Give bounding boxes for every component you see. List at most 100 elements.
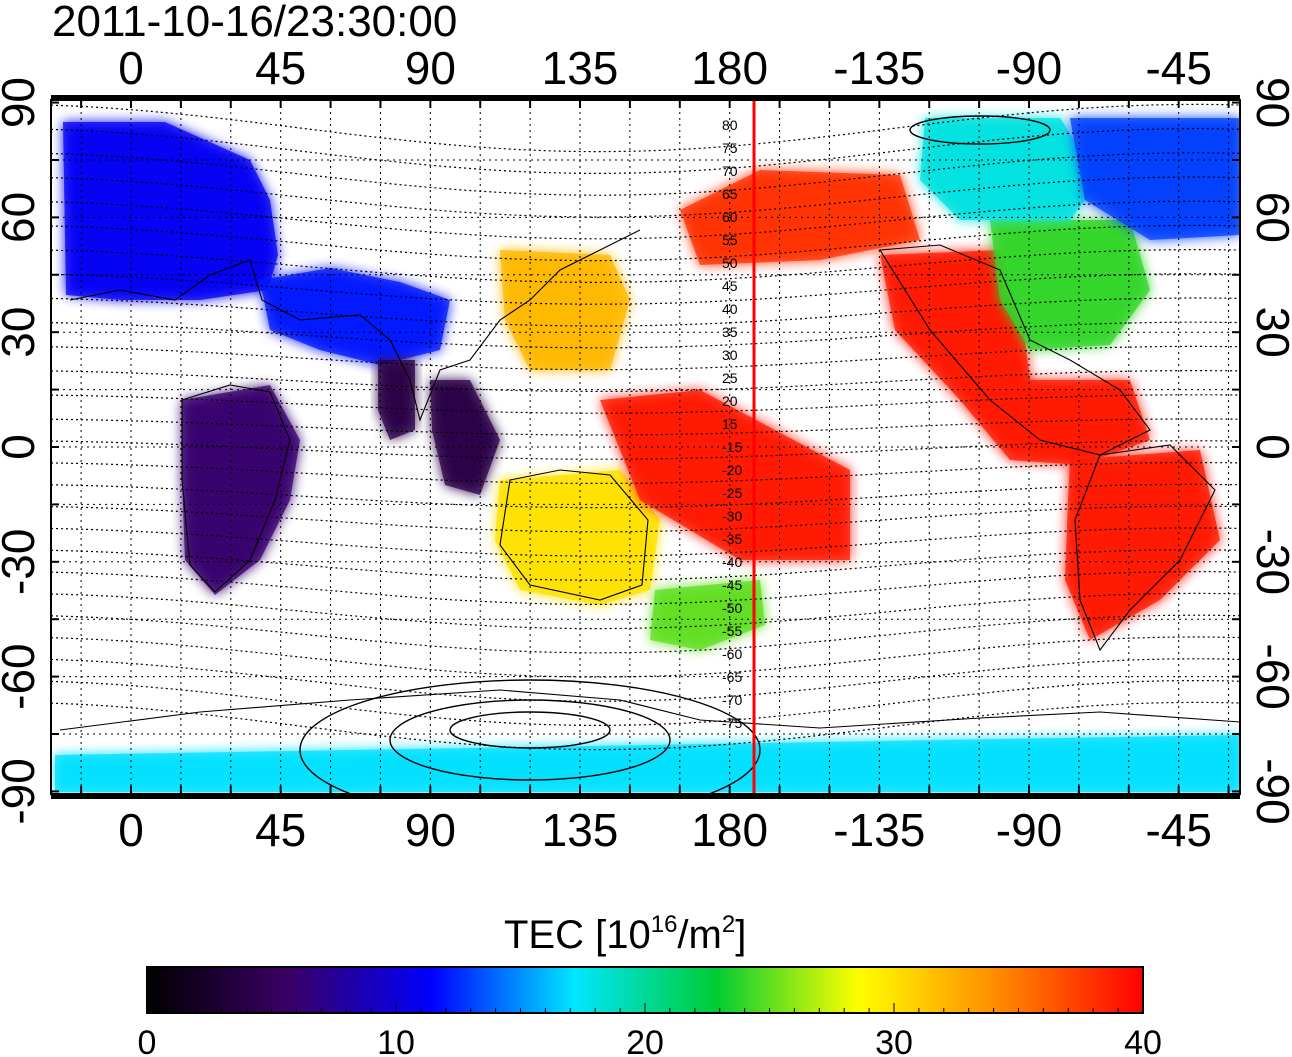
lat-label-left: 30 [0, 307, 44, 358]
mlat-contour [51, 345, 1240, 371]
lat-label-left: -30 [0, 529, 44, 595]
mlat-contour [51, 370, 1240, 392]
lon-label-bottom: 135 [542, 804, 619, 856]
contour-label: 65 [722, 186, 738, 202]
lon-label-top: -45 [1145, 42, 1211, 94]
mlat-contour [51, 224, 1240, 262]
lon-label-bottom: 0 [118, 804, 144, 856]
tec-region-core-central-asia [260, 268, 450, 365]
tec-region-core-southeast-asia [430, 380, 500, 495]
colorbar-tick-labels: 0 10 20 30 40 [138, 1024, 1162, 1057]
contour-label: 20 [722, 393, 738, 409]
contour-label: -40 [722, 554, 742, 570]
contour-label: -75 [722, 715, 742, 731]
tec-region-core-antarctica [55, 735, 1240, 792]
colorbar-minor-ticks [146, 1003, 1144, 1013]
tec-region-core-north-america-west [880, 250, 1150, 465]
contour-label: 80 [722, 117, 738, 133]
contour-label: -70 [722, 692, 742, 708]
contour-label: -25 [722, 485, 742, 501]
polar-contour [909, 115, 1051, 145]
polar-contour [299, 679, 761, 794]
polar-contour [449, 711, 611, 749]
lon-label-top: 45 [255, 42, 306, 94]
tec-map: 80 75 70 65 60 55 50 45 40 35 30 25 20 15 -15 -20 -25 -30… [51, 100, 1240, 794]
contour-label: 25 [722, 370, 738, 386]
lon-label-bottom: -45 [1145, 804, 1211, 856]
top-axis-bar [51, 95, 1240, 100]
mlat-contour [51, 152, 1240, 196]
frame-ticks [51, 95, 1240, 799]
mlat-contour [51, 394, 1240, 414]
top-longitude-labels: 0 45 90 135 180 -135 -90 -45 [118, 42, 1212, 94]
contour-label: 55 [722, 232, 738, 248]
mlat-contour [51, 680, 1240, 726]
tec-data-regions [55, 118, 1240, 792]
colorbar-tick-label: 20 [626, 1024, 664, 1057]
contour-label: -65 [722, 669, 742, 685]
lon-label-top: -90 [996, 42, 1062, 94]
right-latitude-labels: 90 60 30 0 -30 -60 -90 [1247, 77, 1292, 825]
bottom-axis-bar [51, 794, 1240, 799]
mlat-contour [51, 418, 1240, 436]
coastline-path [59, 689, 1240, 731]
lon-label-bottom: 45 [255, 804, 306, 856]
colorbar-tick-label: 30 [875, 1024, 913, 1057]
mlat-contour [51, 440, 1240, 460]
lat-lon-grid [51, 100, 1240, 794]
tec-region-core-africa [182, 385, 300, 595]
mlat-contour [51, 483, 1240, 509]
contour-label: 50 [722, 255, 738, 271]
mlat-contour [51, 701, 1240, 751]
colorbar-title: TEC [1016/m2] [504, 911, 746, 957]
contour-label: 45 [722, 278, 738, 294]
lon-label-bottom: -135 [833, 804, 925, 856]
mlat-contour [51, 658, 1240, 702]
lat-label-left: 60 [0, 192, 44, 243]
mlat-contour [51, 128, 1240, 174]
lon-label-top: 180 [691, 42, 768, 94]
coastlines [59, 229, 1240, 731]
lat-label-right: -60 [1247, 643, 1292, 709]
bottom-longitude-labels: 0 45 90 135 180 -135 -90 -45 [118, 804, 1212, 856]
lon-label-bottom: 180 [691, 804, 768, 856]
tec-region-core-north-america-east [990, 220, 1150, 350]
coastline-path [499, 469, 649, 601]
lon-label-top: -135 [833, 42, 925, 94]
mlat-contour [51, 176, 1240, 218]
lon-label-top: 90 [405, 42, 456, 94]
tec-region-core-new-zealand [650, 580, 765, 650]
mlat-contour [51, 249, 1240, 283]
lat-label-right: -30 [1247, 529, 1292, 595]
coastline-path [1074, 444, 1216, 652]
lat-label-right: 60 [1247, 192, 1292, 243]
lat-label-right: 90 [1247, 77, 1292, 128]
colorbar-tick-label: 10 [377, 1024, 415, 1057]
lon-label-top: 135 [542, 42, 619, 94]
contour-label: -30 [722, 508, 742, 524]
lat-label-right: 0 [1247, 434, 1292, 460]
mlat-contour [51, 462, 1240, 484]
mlat-contour [51, 103, 1240, 153]
contour-label: -55 [722, 623, 742, 639]
colorbar-tick-label: 0 [138, 1024, 157, 1057]
contour-label: 30 [722, 347, 738, 363]
timestamp-title: 2011-10-16/23:30:00 [52, 0, 457, 46]
contour-label: -35 [722, 531, 742, 547]
tec-region-core-east-asia [500, 250, 630, 370]
contour-label: -60 [722, 646, 742, 662]
mlat-contour [51, 505, 1240, 533]
lat-label-left: -60 [0, 643, 44, 709]
lat-label-right: -90 [1247, 758, 1292, 824]
lon-label-bottom: 90 [405, 804, 456, 856]
lat-label-left: 0 [0, 434, 44, 460]
tec-region-core-pacific [600, 390, 850, 560]
magnetic-latitude-contours [51, 103, 1240, 751]
lon-label-top: 0 [118, 42, 144, 94]
contour-label: -20 [722, 462, 742, 478]
mlat-contour [51, 527, 1240, 557]
lat-label-left: -90 [0, 758, 44, 824]
mlat-contour [51, 549, 1240, 581]
contour-label: 40 [722, 301, 738, 317]
tec-region-core-alaska [680, 170, 920, 265]
